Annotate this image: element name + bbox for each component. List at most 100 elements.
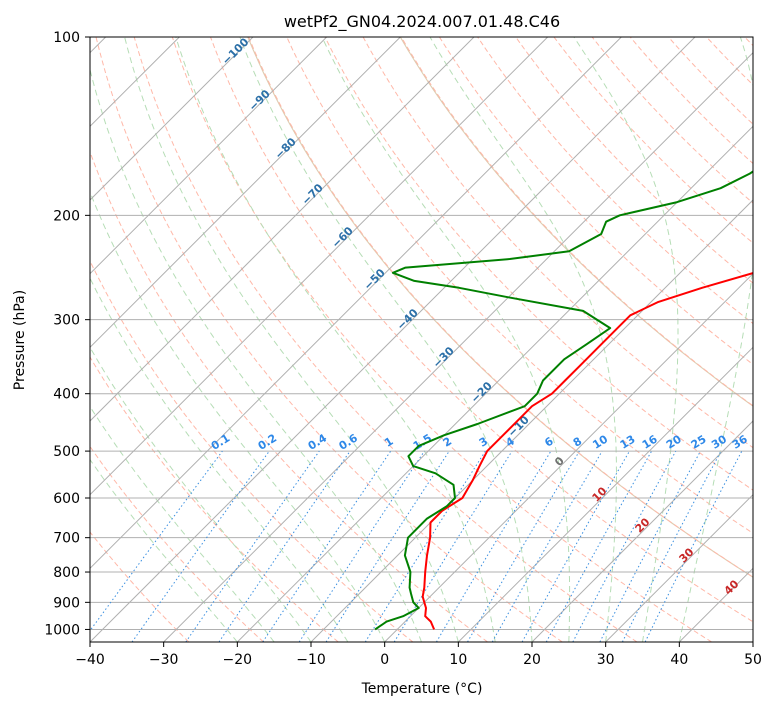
moist-adiabat (429, 37, 617, 642)
y-tick-label: 800 (53, 565, 80, 581)
dry-adiabat-label: −10 (505, 413, 532, 440)
dry-adiabat-label: 20 (633, 515, 653, 535)
moist-adiabat (573, 37, 679, 642)
isopleth-labels: 0.1 0.2 0.4 0.6 1 1.5 2 3 4 6 8 10 13 16 20 25 30 36−100−… (209, 35, 750, 597)
mixing-ratio-line (185, 450, 320, 642)
dewpoint-line (374, 170, 753, 631)
x-tick-label: −10 (296, 652, 326, 668)
dry-adiabat-label: 30 (677, 545, 697, 565)
x-tick-label: 10 (449, 652, 467, 668)
dry-adiabat-label: −90 (246, 87, 273, 114)
x-axis: −40 −30 −20 −10 0 10 20 30 40 50 (75, 642, 762, 668)
x-tick-label: 0 (380, 652, 389, 668)
isotherm (90, 37, 549, 496)
x-tick-label: 30 (597, 652, 615, 668)
mixing-ratio-line (521, 450, 630, 642)
moist-adiabat (678, 37, 753, 642)
isotherm (90, 37, 401, 349)
isotherm (90, 37, 622, 570)
dry-adiabat (95, 37, 563, 642)
isotherm (384, 272, 753, 642)
mixing-ratio-label: 10 (590, 432, 610, 451)
y-tick-label: 400 (53, 387, 80, 403)
moist-adiabat (90, 190, 386, 642)
dry-adiabat-label: −100 (220, 35, 252, 67)
mixing-ratio-line (131, 450, 270, 642)
isotherm (163, 51, 753, 642)
y-tick-label: 300 (53, 313, 80, 329)
isotherm (90, 37, 696, 642)
moist-adiabat (124, 37, 459, 642)
mixing-ratio-label: 0.4 (306, 431, 330, 453)
moist-adiabat (175, 37, 496, 642)
moist-adiabat (90, 277, 349, 642)
y-axis: 100 200 300 400 500 600 700 800 900 1000 (44, 30, 90, 638)
mixing-ratio-line (644, 450, 743, 642)
dry-adiabat (133, 37, 638, 642)
dry-adiabat (553, 37, 753, 244)
mixing-ratio-label: 1 (382, 435, 395, 450)
mixing-ratio-line (545, 450, 653, 642)
mixing-ratio-label: 36 (730, 432, 750, 451)
background-lines (90, 37, 753, 642)
plot-frame (89, 36, 754, 643)
mixing-ratio-line (572, 450, 677, 642)
mixing-ratio-line (298, 450, 425, 642)
dry-adiabat (706, 37, 753, 86)
x-tick-label: −30 (149, 652, 179, 668)
mixing-ratio-label: 0.2 (256, 431, 279, 452)
mixing-ratio-line (325, 450, 450, 642)
dry-adiabat (90, 531, 190, 642)
isotherm (752, 641, 753, 642)
dry-adiabat (210, 37, 753, 623)
y-tick-label: 100 (53, 30, 80, 46)
mixing-ratio-line (393, 450, 513, 642)
dry-adiabat (90, 150, 488, 642)
y-tick-label: 900 (53, 595, 80, 611)
isotherm (678, 567, 753, 642)
mixing-ratio-label: 16 (640, 432, 660, 451)
y-tick-label: 500 (53, 444, 80, 460)
dry-adiabat-label: 10 (590, 484, 610, 504)
dry-adiabat (400, 37, 753, 407)
dry-adiabat (90, 445, 264, 642)
dry-adiabat-label: −80 (272, 135, 299, 162)
x-tick-label: 40 (670, 652, 688, 668)
isotherm (90, 37, 475, 422)
mixing-ratio-label: 3 (477, 435, 490, 450)
moist-adiabat (321, 37, 571, 642)
mixing-ratio-line (218, 450, 351, 642)
moist-adiabat (90, 458, 238, 642)
dry-adiabat (90, 259, 414, 642)
y-tick-label: 200 (53, 208, 80, 224)
dry-adiabat (324, 37, 753, 491)
dry-adiabat (744, 37, 753, 47)
y-tick-label: 700 (53, 531, 80, 547)
x-tick-label: 20 (523, 652, 541, 668)
moist-adiabat (90, 346, 312, 642)
mixing-ratio-line (90, 450, 223, 632)
temperature-line (421, 272, 753, 630)
dry-adiabat-label: 40 (722, 577, 742, 597)
isotherm (457, 346, 753, 642)
isotherm (310, 199, 753, 642)
mixing-ratio-label: 0.1 (209, 431, 232, 452)
isotherm (90, 37, 328, 275)
moist-adiabat (90, 405, 275, 642)
dry-adiabat-label: −50 (361, 266, 388, 293)
x-tick-label: −40 (75, 652, 105, 668)
mixing-ratio-label: 20 (664, 432, 684, 451)
mixing-ratio-label: 25 (689, 433, 709, 452)
mixing-ratio-label: 13 (618, 433, 638, 452)
moist-adiabat (239, 37, 533, 642)
dry-adiabat-label: −60 (329, 224, 356, 251)
profile-lines (374, 170, 753, 631)
y-tick-label: 1000 (44, 622, 80, 638)
moist-adiabat (90, 67, 422, 642)
mixing-ratio-label: 30 (709, 432, 729, 451)
dry-adiabat-label: −20 (468, 379, 495, 406)
mixing-ratio-line (435, 450, 552, 642)
mixing-ratio-line (262, 450, 392, 642)
chart-title: wetPf2_GN04.2024.007.01.48.C46 (284, 12, 560, 32)
